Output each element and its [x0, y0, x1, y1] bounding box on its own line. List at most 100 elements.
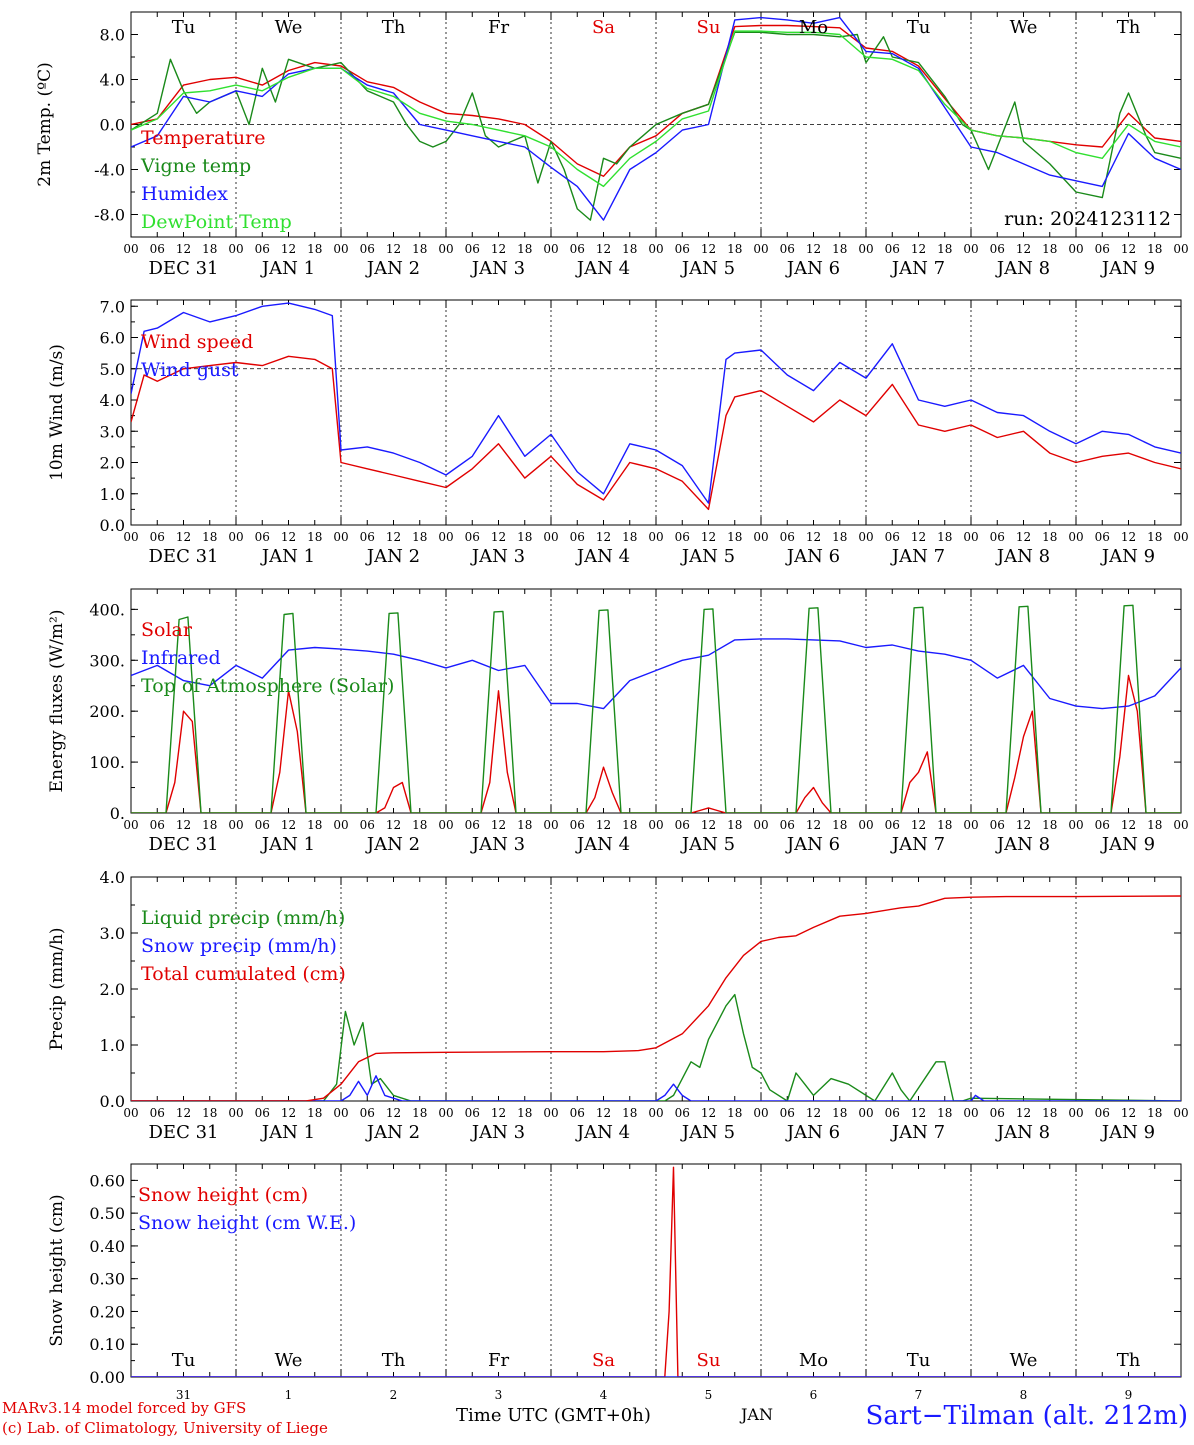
x-date-label: JAN 4	[575, 546, 630, 567]
panel-2: 7.0 6.0 5.0 4.0 3.0 2.0 1.0 0.0 10m Wind (m/s) Wi…	[47, 297, 1189, 567]
x-hour-label: 00	[963, 818, 978, 832]
x-hour-label: 00	[1068, 818, 1083, 832]
x-hour-label: 06	[780, 242, 795, 256]
x-hour-label: 12	[1121, 1106, 1136, 1120]
x-hour-label: 06	[675, 818, 690, 832]
weekday-label-bottom: Mo	[799, 1350, 828, 1371]
x-hour-label: 00	[333, 242, 348, 256]
legend-entry: Temperature	[141, 127, 265, 149]
x-hour-label: 00	[648, 818, 663, 832]
x-hour-label: 12	[911, 530, 926, 544]
x-hour-label: 18	[307, 1106, 322, 1120]
x-hour-label: 12	[911, 818, 926, 832]
y-tick-label: 8.0	[100, 26, 125, 45]
x-date-label: JAN 7	[890, 258, 945, 279]
x-date-label: JAN 4	[575, 834, 630, 855]
x-hour-label: 00	[228, 818, 243, 832]
x-hour-label: 12	[911, 242, 926, 256]
y-axis-label: Precip (mm/h)	[47, 927, 67, 1050]
day-number-label: 1	[285, 1388, 293, 1402]
x-hour-label: 12	[806, 818, 821, 832]
x-hour-label: 06	[885, 242, 900, 256]
time-axis-label: Time UTC (GMT+0h)	[456, 1405, 651, 1426]
series-line-wind-gust	[131, 302, 1181, 504]
x-hour-label: 18	[727, 242, 742, 256]
x-hour-label: 06	[990, 242, 1005, 256]
legend-entry: Snow precip (mm/h)	[141, 935, 337, 957]
x-hour-label: 18	[412, 530, 427, 544]
x-hour-label: 18	[412, 818, 427, 832]
x-hour-label: 00	[228, 242, 243, 256]
legend-entry: Liquid precip (mm/h)	[141, 907, 345, 929]
x-hour-label: 12	[596, 1106, 611, 1120]
x-hour-label: 18	[832, 242, 847, 256]
weekday-label-bottom: Sa	[592, 1350, 615, 1371]
x-hour-label: 12	[1016, 242, 1031, 256]
y-axis-label: 10m Wind (m/s)	[47, 344, 67, 481]
x-date-label: JAN 5	[680, 834, 735, 855]
y-tick-label: 300.	[89, 651, 125, 670]
weekday-label-bottom: Fr	[488, 1350, 509, 1371]
x-hour-label: 12	[596, 818, 611, 832]
y-tick-label: 0.	[110, 804, 125, 823]
x-hour-label: 00	[333, 530, 348, 544]
y-tick-label: -4.0	[94, 161, 125, 180]
legend-entry: Vigne temp	[140, 155, 251, 177]
x-hour-label: 18	[307, 242, 322, 256]
x-hour-label: 12	[386, 530, 401, 544]
x-date-label: JAN 1	[260, 258, 315, 279]
y-axis-label: Snow height (cm)	[47, 1194, 67, 1346]
x-hour-label: 06	[1095, 818, 1110, 832]
x-hour-label: 12	[1121, 530, 1136, 544]
x-hour-label: 18	[202, 818, 217, 832]
series-line-infrared	[131, 638, 1181, 710]
y-tick-label: 4.0	[100, 391, 125, 410]
lab-credit: (c) Lab. of Climatology, University of L…	[2, 1419, 328, 1437]
x-date-label: JAN 9	[1100, 258, 1155, 279]
x-hour-label: 00	[543, 530, 558, 544]
day-number-label: 6	[810, 1388, 818, 1402]
weekday-label-top: Tu	[172, 17, 196, 38]
series-line-solar	[131, 674, 1181, 813]
x-date-label: JAN 2	[365, 834, 420, 855]
x-hour-label: 00	[438, 1106, 453, 1120]
y-tick-label: 0.10	[89, 1335, 125, 1354]
x-hour-label: 06	[360, 1106, 375, 1120]
x-hour-label: 00	[333, 1106, 348, 1120]
panel-3: 400. 300. 200. 100. 0. Energy fluxes (W/m²) So…	[47, 588, 1189, 855]
x-hour-label: 00	[228, 530, 243, 544]
x-date-label: JAN 1	[260, 1122, 315, 1143]
x-hour-label: 00	[1173, 1106, 1188, 1120]
series-line-vigne-temp	[131, 31, 1181, 221]
x-hour-label: 12	[701, 1106, 716, 1120]
legend-entry: Solar	[141, 619, 193, 641]
legend-entry: Wind speed	[141, 331, 253, 353]
x-hour-label: 12	[281, 242, 296, 256]
x-hour-label: 18	[727, 1106, 742, 1120]
x-hour-label: 00	[543, 1106, 558, 1120]
legend-entry: Wind gust	[141, 359, 239, 381]
weekday-label-top: We	[1010, 17, 1038, 38]
x-hour-label: 06	[150, 818, 165, 832]
x-date-label: JAN 6	[785, 546, 840, 567]
legend-entry: Humidex	[141, 183, 228, 205]
x-hour-label: 06	[570, 242, 585, 256]
x-hour-label: 00	[123, 818, 138, 832]
x-hour-label: 12	[806, 530, 821, 544]
x-hour-label: 12	[176, 1106, 191, 1120]
x-hour-label: 18	[307, 818, 322, 832]
x-hour-label: 18	[307, 530, 322, 544]
x-date-label: JAN 8	[995, 834, 1050, 855]
x-hour-label: 06	[570, 1106, 585, 1120]
legend-entry: Top of Atmosphere (Solar)	[141, 675, 394, 697]
y-tick-label: 6.0	[100, 329, 125, 348]
y-tick-label: 0.0	[100, 1092, 125, 1111]
weekday-label-top: Mo	[799, 17, 828, 38]
x-hour-label: 12	[386, 1106, 401, 1120]
x-hour-label: 18	[937, 242, 952, 256]
x-date-label: JAN 6	[785, 834, 840, 855]
x-hour-label: 06	[360, 530, 375, 544]
legend-entry: Snow height (cm)	[138, 1184, 308, 1206]
x-hour-label: 12	[281, 818, 296, 832]
x-hour-label: 00	[753, 818, 768, 832]
